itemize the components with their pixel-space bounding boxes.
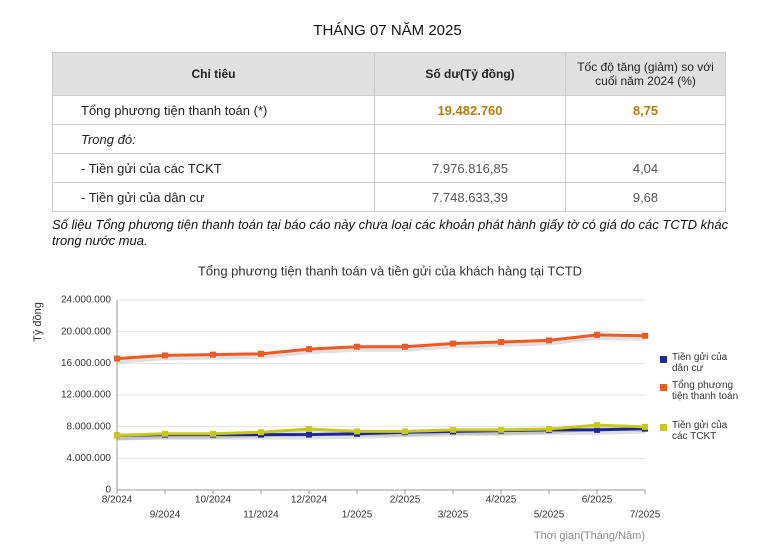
- point: [258, 350, 264, 357]
- legend-label: Tổng phương tiện thanh toán: [672, 380, 739, 402]
- cell: - Tiền gửi của các TCKT: [52, 153, 375, 183]
- col-header: Số dư(Tỷ đồng): [374, 52, 566, 96]
- page-title: THÁNG 07 NĂM 2025: [313, 22, 462, 39]
- legend-swatch: [660, 356, 667, 363]
- cell: 8,75: [565, 95, 726, 125]
- y-tick-label: 24.000.000: [61, 295, 111, 306]
- cell: [374, 124, 566, 154]
- point: [354, 343, 360, 350]
- cell: 7.976.816,85: [374, 153, 566, 183]
- y-tick-label: 4.000.000: [67, 453, 112, 464]
- x-tick-label: 9/2024: [150, 510, 181, 521]
- legend-label: Tiền gửi của dân cư: [672, 352, 728, 374]
- cell: 4,04: [565, 153, 726, 183]
- x-tick-label: 5/2025: [534, 510, 565, 521]
- point: [258, 429, 264, 436]
- point: [642, 423, 648, 430]
- y-tick-label: 0: [105, 485, 111, 496]
- x-tick-label: 7/2025: [630, 510, 661, 521]
- cell: 9,68: [565, 182, 726, 212]
- y-tick-label: 12.000.000: [61, 390, 111, 401]
- point: [306, 346, 312, 353]
- point: [546, 426, 552, 433]
- point: [498, 426, 504, 433]
- point: [306, 426, 312, 433]
- point: [450, 340, 456, 347]
- x-tick-label: 3/2025: [438, 510, 469, 521]
- data-table: Chỉ tiêu Số dư(Tỷ đồng) Tốc độ tăng (giả…: [52, 52, 726, 212]
- point: [306, 431, 312, 438]
- point: [114, 355, 120, 362]
- point: [642, 332, 648, 339]
- point: [546, 337, 552, 344]
- legend-swatch: [660, 424, 667, 431]
- x-tick-label: 4/2025: [486, 495, 517, 506]
- point: [594, 331, 600, 338]
- line-shadow: [116, 333, 646, 364]
- y-tick-label: 16.000.000: [61, 358, 111, 369]
- line-shadow: [116, 424, 646, 441]
- y-tick-label: 8.000.000: [67, 421, 112, 432]
- legend-swatch: [660, 384, 667, 391]
- legend-label: Tiền gửi của các TCKT: [672, 420, 728, 442]
- x-tick-label: 1/2025: [342, 510, 373, 521]
- line-shadow: [116, 427, 646, 441]
- point: [402, 428, 408, 435]
- point: [450, 426, 456, 433]
- point: [594, 426, 600, 433]
- line: [116, 423, 646, 437]
- point: [210, 351, 216, 358]
- point: [402, 343, 408, 350]
- y-tick-label: 20.000.000: [61, 326, 111, 337]
- point: [162, 352, 168, 359]
- note: Số liệu Tổng phương tiện thanh toán tại …: [52, 217, 729, 248]
- point: [594, 422, 600, 429]
- cell: 19.482.760: [374, 95, 566, 125]
- point: [162, 430, 168, 437]
- x-tick-label: 11/2024: [243, 510, 279, 521]
- y-axis-label: Tỷ đồng: [32, 302, 44, 342]
- point: [498, 338, 504, 345]
- cell: - Tiền gửi của dân cư: [52, 182, 375, 212]
- x-tick-label: 2/2025: [390, 495, 421, 506]
- point: [354, 428, 360, 435]
- cell: 7.748.633,39: [374, 182, 566, 212]
- point: [210, 430, 216, 437]
- x-tick-label: 10/2024: [195, 495, 232, 506]
- x-tick-label: 6/2025: [582, 495, 613, 506]
- line: [116, 333, 646, 361]
- col-header: Tốc độ tăng (giảm) so với cuối năm 2024 …: [565, 52, 726, 96]
- cell: Tổng phương tiện thanh toán (*): [52, 95, 375, 125]
- x-tick-label: 8/2024: [102, 495, 133, 506]
- x-tick-label: 12/2024: [291, 495, 328, 506]
- col-header: Chỉ tiêu: [52, 52, 375, 96]
- chart-title: Tổng phương tiện thanh toán và tiền gửi …: [198, 263, 582, 278]
- point: [114, 432, 120, 439]
- x-axis-label: Thời gian(Tháng/Năm): [534, 530, 645, 542]
